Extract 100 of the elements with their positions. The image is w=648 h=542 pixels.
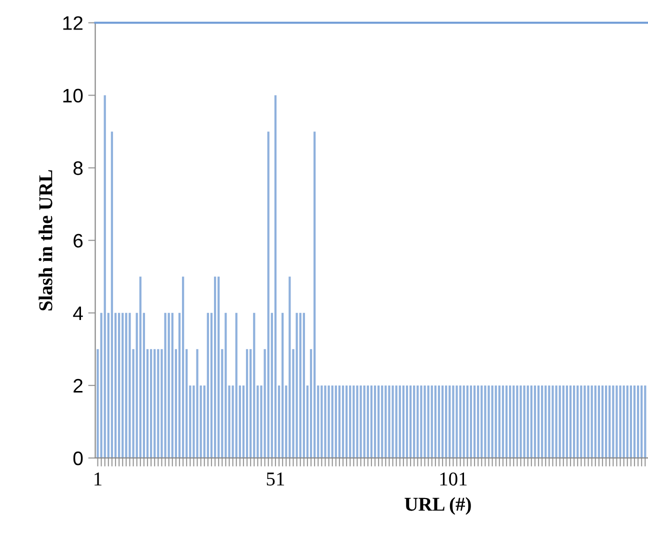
bar bbox=[530, 385, 532, 458]
bar bbox=[502, 385, 504, 458]
bar bbox=[633, 385, 636, 458]
bar bbox=[516, 385, 518, 458]
bar bbox=[150, 349, 152, 458]
bar bbox=[427, 385, 430, 458]
bar bbox=[388, 385, 390, 458]
bar bbox=[480, 385, 483, 458]
bar bbox=[110, 132, 114, 458]
bar bbox=[377, 385, 380, 458]
bar bbox=[171, 312, 174, 458]
bar bbox=[182, 276, 184, 458]
bar bbox=[157, 349, 160, 458]
bar bbox=[473, 385, 476, 458]
bar bbox=[562, 385, 564, 458]
bar bbox=[462, 385, 465, 458]
bar bbox=[619, 385, 622, 458]
y-tick-label: 10 bbox=[63, 88, 83, 103]
bar bbox=[548, 385, 550, 458]
bar bbox=[558, 385, 561, 458]
bar bbox=[644, 385, 646, 458]
bar bbox=[366, 385, 369, 458]
bar bbox=[214, 276, 216, 458]
bar bbox=[328, 385, 330, 458]
bar bbox=[104, 95, 106, 458]
bar bbox=[139, 276, 142, 458]
bar bbox=[282, 312, 284, 458]
bar bbox=[246, 349, 248, 458]
bar bbox=[584, 385, 586, 458]
bar bbox=[636, 385, 640, 458]
x-axis-title: URL (#) bbox=[404, 497, 471, 515]
bar bbox=[587, 385, 590, 458]
bar bbox=[612, 385, 614, 458]
bar bbox=[622, 385, 625, 458]
bar bbox=[356, 385, 358, 458]
bar bbox=[349, 385, 352, 458]
x-tick-label: 1 bbox=[94, 472, 102, 486]
bar bbox=[370, 385, 373, 458]
bar bbox=[494, 385, 497, 458]
bar bbox=[302, 312, 305, 458]
bar bbox=[594, 385, 596, 458]
bar bbox=[128, 312, 131, 458]
bar bbox=[477, 385, 480, 458]
bar bbox=[541, 385, 544, 458]
bar bbox=[395, 385, 398, 458]
bar bbox=[630, 385, 632, 458]
bar bbox=[381, 385, 384, 458]
bar bbox=[416, 385, 419, 458]
bar bbox=[314, 132, 316, 458]
bar bbox=[346, 385, 348, 458]
bar bbox=[576, 385, 579, 458]
bar bbox=[448, 385, 451, 458]
bar bbox=[430, 385, 433, 458]
bar bbox=[526, 385, 529, 458]
bar bbox=[406, 385, 408, 458]
bar bbox=[498, 385, 500, 458]
y-tick-label: 0 bbox=[73, 451, 83, 466]
bar bbox=[566, 385, 568, 458]
bar bbox=[334, 385, 337, 458]
bar bbox=[424, 385, 426, 458]
y-tick-label: 4 bbox=[73, 306, 83, 320]
bar bbox=[296, 312, 298, 458]
x-tick-label: 51 bbox=[266, 472, 284, 486]
bar bbox=[338, 385, 341, 458]
bar bbox=[601, 385, 604, 458]
bar bbox=[441, 385, 444, 458]
bar bbox=[398, 385, 401, 458]
bar bbox=[288, 276, 291, 458]
bar bbox=[491, 385, 494, 458]
bar bbox=[438, 385, 440, 458]
y-tick-label: 6 bbox=[74, 234, 83, 248]
bar bbox=[392, 385, 394, 458]
bar bbox=[384, 385, 387, 458]
bar bbox=[608, 385, 611, 458]
y-tick-label: 8 bbox=[73, 161, 83, 176]
bar bbox=[413, 385, 416, 458]
bar bbox=[484, 385, 486, 458]
bar bbox=[590, 385, 593, 458]
bar bbox=[374, 385, 376, 458]
bar bbox=[360, 385, 362, 458]
bar bbox=[569, 385, 572, 458]
bar bbox=[434, 385, 436, 458]
bar bbox=[598, 385, 600, 458]
bar bbox=[267, 132, 270, 458]
bar bbox=[206, 312, 210, 458]
bar bbox=[580, 385, 582, 458]
bar bbox=[456, 385, 458, 458]
bar bbox=[352, 385, 355, 458]
y-tick-label: 12 bbox=[63, 16, 82, 30]
bar bbox=[154, 349, 156, 458]
bar bbox=[523, 385, 526, 458]
bar bbox=[253, 312, 256, 458]
bar bbox=[274, 95, 277, 458]
bar bbox=[402, 385, 405, 458]
bar bbox=[342, 385, 344, 458]
bar bbox=[572, 385, 576, 458]
bar bbox=[224, 312, 227, 458]
bar bbox=[320, 385, 323, 458]
bar bbox=[196, 349, 198, 458]
bar bbox=[218, 276, 220, 458]
